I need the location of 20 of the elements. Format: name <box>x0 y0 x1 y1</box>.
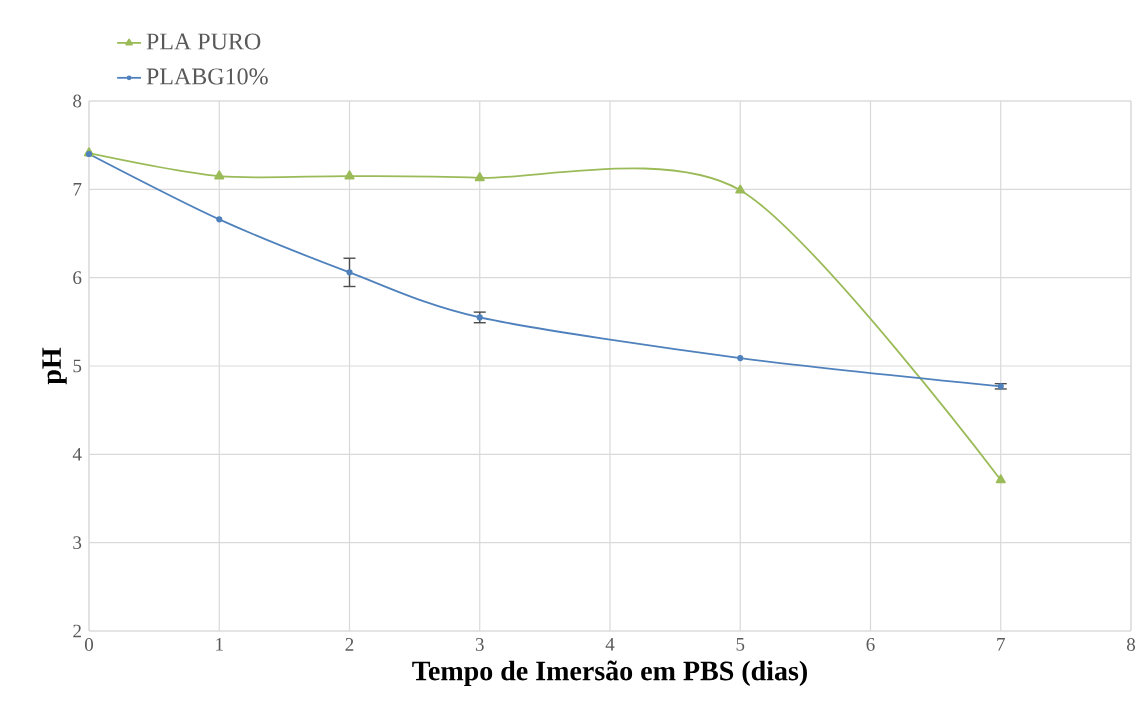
y-axis-title: pH <box>42 347 67 385</box>
y-tick-label: 2 <box>73 624 81 638</box>
x-tick-label: 7 <box>997 638 1005 651</box>
x-tick-label: 1 <box>216 638 223 651</box>
x-tick-label: 6 <box>866 638 875 651</box>
y-tick-label: 8 <box>73 94 82 108</box>
x-tick-label: 0 <box>84 638 94 651</box>
legend-label: PLABG10% <box>146 68 268 85</box>
x-axis-title: Tempo de Imersão em PBS (dias) <box>412 660 807 687</box>
y-tick-label: 4 <box>72 448 82 461</box>
legend-label: PLA PURO <box>146 33 261 50</box>
x-tick-label: 8 <box>1126 638 1136 651</box>
y-tick-label: 7 <box>73 183 82 196</box>
x-tick-label: 3 <box>475 638 484 651</box>
x-tick-label: 4 <box>605 638 615 651</box>
y-tick-label: 6 <box>73 271 82 285</box>
y-tick-label: 3 <box>73 536 82 550</box>
x-tick-label: 5 <box>736 638 745 651</box>
x-tick-label: 2 <box>345 638 354 651</box>
y-tick-label: 5 <box>73 359 82 373</box>
